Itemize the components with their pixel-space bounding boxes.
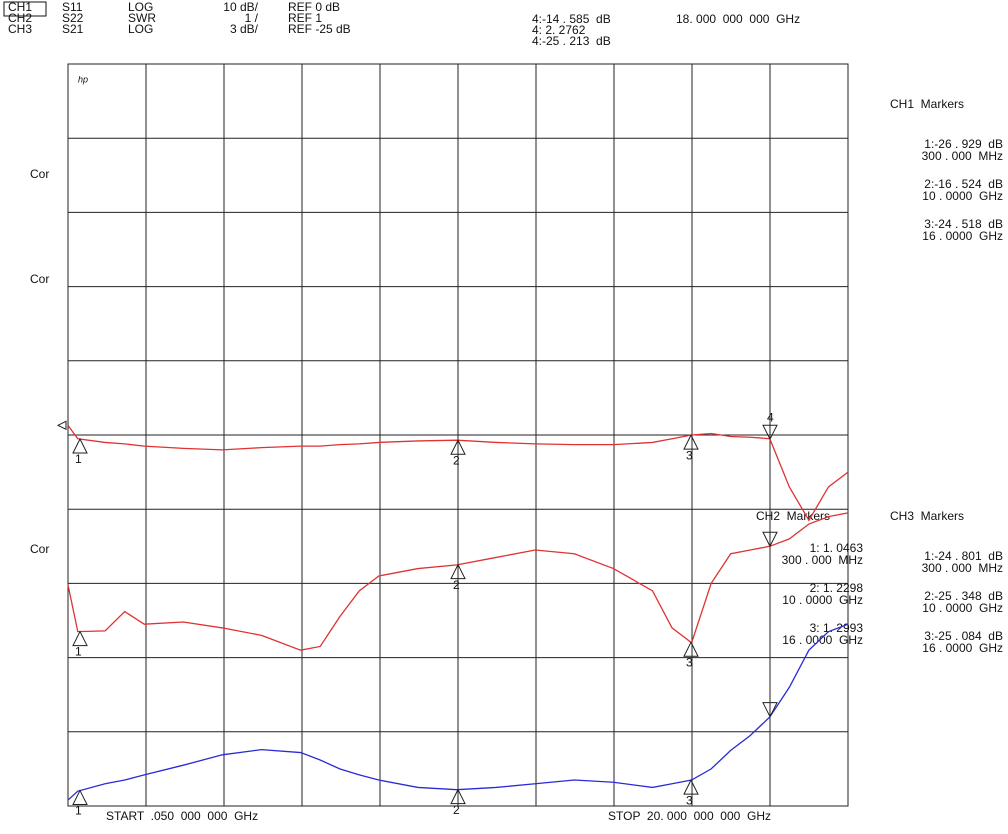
side-label: Cor xyxy=(30,272,49,286)
panel-entry: 16 . 0000 GHz xyxy=(782,633,863,647)
panel-entry: 300 . 000 MHz xyxy=(922,561,1003,575)
marker-number: 3 xyxy=(686,793,693,807)
panel-title: CH2 Markers xyxy=(756,509,830,523)
header-cell: 3 dB/ xyxy=(230,22,259,36)
panel-entry: 3:-25 . 084 dB xyxy=(924,629,1003,643)
marker-number: 2 xyxy=(453,578,460,592)
side-label: Cor xyxy=(30,167,49,181)
header-cell: 10 dB/ xyxy=(223,0,258,14)
logo: hp xyxy=(78,74,88,84)
marker-readout: 4: 2. 2762 xyxy=(532,23,586,37)
panel-title: CH3 Markers xyxy=(890,509,964,523)
header-cell: S11 xyxy=(62,0,83,14)
marker-triangle xyxy=(683,433,699,450)
channel-label: CH1 xyxy=(8,0,32,14)
panel-entry: 2:-16 . 524 dB xyxy=(924,177,1003,191)
stop-label: STOP 20. 000 000 000 GHz xyxy=(608,809,771,823)
panel-entry: 300 . 000 MHz xyxy=(782,553,863,567)
marker-triangle xyxy=(450,788,466,805)
side-label: Cor xyxy=(30,542,49,556)
active-channel-box xyxy=(3,1,47,17)
header-cell: LOG xyxy=(128,0,153,14)
trace xyxy=(67,424,849,522)
marker-number: 4 xyxy=(767,410,774,424)
marker-triangle xyxy=(762,531,778,548)
marker-number: 1 xyxy=(75,645,82,659)
panel-entry: 2: 1. 2298 xyxy=(810,581,864,595)
panel-entry: 3:-24 . 518 dB xyxy=(924,217,1003,231)
marker-triangle xyxy=(72,630,88,647)
header-cell: LOG xyxy=(128,22,153,36)
trace xyxy=(67,623,849,801)
marker-number: 1 xyxy=(75,804,82,818)
trace xyxy=(67,512,849,651)
header-cell: REF 1 xyxy=(288,11,322,25)
header-cell: 1 / xyxy=(245,11,259,25)
panel-entry: 1:-24 . 801 dB xyxy=(924,549,1003,563)
readout-frequency: 18. 000 000 000 GHz xyxy=(676,12,800,26)
marker-number: 3 xyxy=(686,655,693,669)
header-cell: S22 xyxy=(62,11,84,25)
panel-entry: 1: 1. 0463 xyxy=(810,541,864,555)
marker-triangle xyxy=(762,424,778,441)
panel-title: CH1 Markers xyxy=(890,97,964,111)
panel-entry: 16 . 0000 GHz xyxy=(922,229,1003,243)
panel-entry: 10 . 0000 GHz xyxy=(782,593,863,607)
panel-entry: 10 . 0000 GHz xyxy=(922,601,1003,615)
marker-number: 2 xyxy=(453,803,460,817)
header-cell: SWR xyxy=(128,11,156,25)
marker-triangle xyxy=(450,439,466,455)
marker-triangle xyxy=(72,789,88,806)
panel-entry: 2:-25 . 348 dB xyxy=(924,589,1003,603)
marker-number: 2 xyxy=(453,453,460,467)
panel-entry: 16 . 0000 GHz xyxy=(922,641,1003,655)
marker-triangle xyxy=(450,563,466,580)
marker-number: 1 xyxy=(75,452,82,466)
marker-triangle xyxy=(762,702,778,718)
marker-triangle xyxy=(72,437,88,454)
header-cell: REF 0 dB xyxy=(288,0,340,14)
marker-readout: 4:-25 . 213 dB xyxy=(532,34,611,48)
panel-entry: 300 . 000 MHz xyxy=(922,149,1003,163)
channel-label: CH3 xyxy=(8,22,32,36)
panel-entry: 10 . 0000 GHz xyxy=(922,189,1003,203)
reference-arrow xyxy=(56,420,67,431)
marker-readout: 4:-14 . 585 dB xyxy=(532,12,611,26)
panel-entry: 1:-26 . 929 dB xyxy=(924,137,1003,151)
channel-label: CH2 xyxy=(8,11,32,25)
start-label: START .050 000 000 GHz xyxy=(106,809,258,823)
header-cell: S21 xyxy=(62,22,84,36)
header-cell: REF -25 dB xyxy=(288,22,351,36)
marker-triangle xyxy=(683,641,699,657)
marker-number: 3 xyxy=(686,448,693,462)
marker-triangle xyxy=(683,779,699,795)
